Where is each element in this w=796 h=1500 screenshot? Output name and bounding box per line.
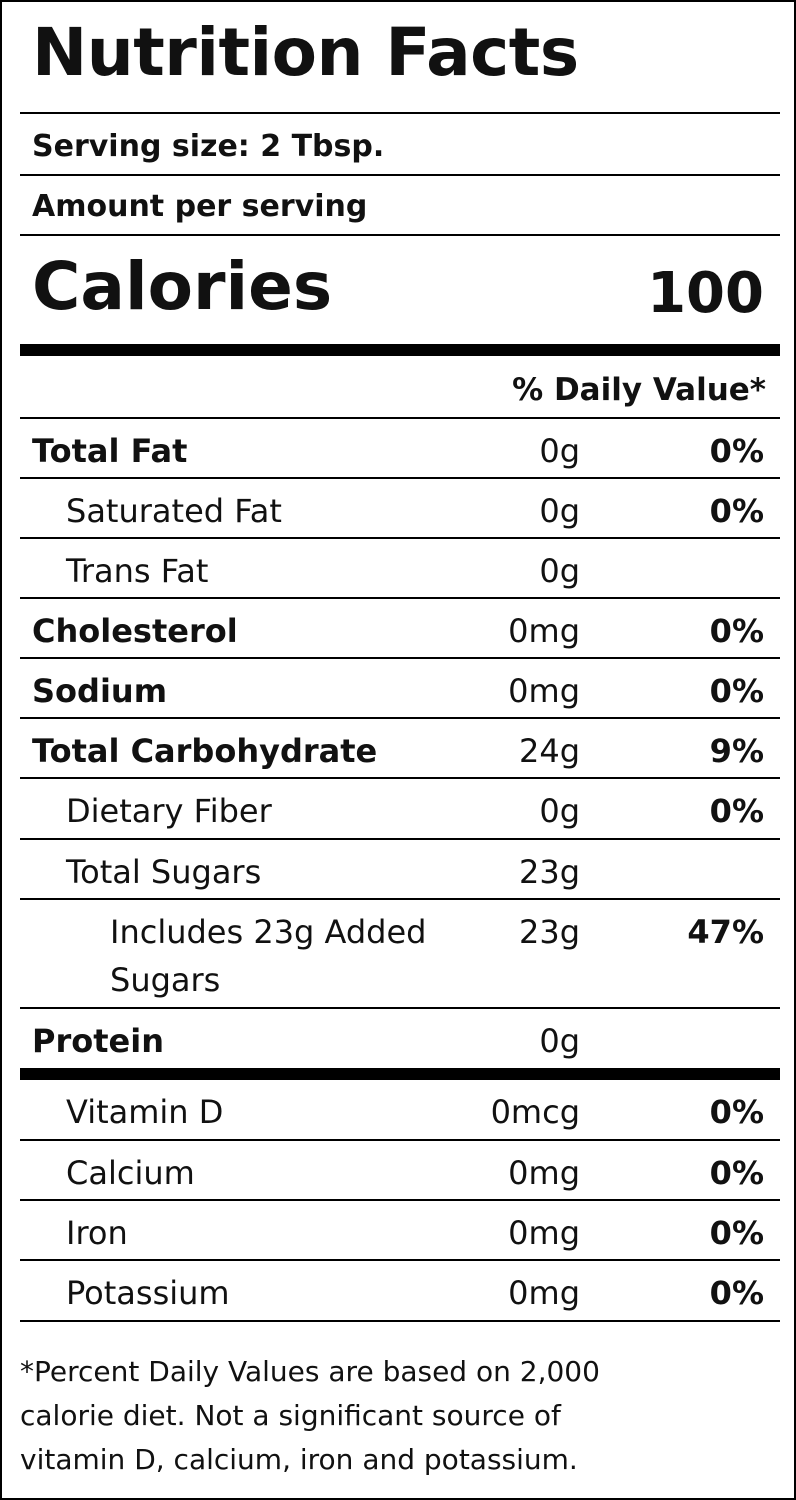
vitamin-daily-value: 0%: [709, 1093, 764, 1131]
divider: [20, 112, 780, 114]
nutrient-name: Dietary Fiber: [66, 792, 272, 830]
divider: [20, 657, 780, 659]
divider: [20, 838, 780, 840]
amount-per-serving: Amount per serving: [32, 189, 368, 224]
divider: [20, 1320, 780, 1322]
serving-size: Serving size: 2 Tbsp.: [32, 129, 385, 164]
vitamin-name: Calcium: [66, 1154, 195, 1192]
nutrient-amount: 24g: [518, 732, 580, 770]
divider: [20, 898, 780, 900]
nutrient-name: Cholesterol: [32, 612, 238, 650]
nutrient-daily-value: 9%: [709, 732, 764, 770]
nutrient-amount: 0g: [539, 492, 580, 530]
vitamin-amount: 0mg: [508, 1214, 580, 1252]
nutrient-amount: 0g: [539, 792, 580, 830]
nutrient-name: Total Sugars: [66, 853, 262, 891]
nutrient-amount: 0g: [539, 432, 580, 470]
nutrient-name: Protein: [32, 1022, 164, 1060]
calories-label: Calories: [32, 248, 333, 325]
nutrient-amount: 0g: [539, 552, 580, 590]
nutrient-name-line2: Sugars: [110, 961, 221, 999]
vitamin-name: Iron: [66, 1214, 128, 1252]
daily-value-header: % Daily Value*: [512, 372, 766, 408]
divider: [20, 537, 780, 539]
divider: [20, 717, 780, 719]
divider: [20, 1259, 780, 1261]
vitamin-daily-value: 0%: [709, 1214, 764, 1252]
vitamin-daily-value: 0%: [709, 1274, 764, 1312]
thick-divider: [20, 344, 780, 356]
nutrient-amount: 23g: [518, 913, 580, 951]
divider: [20, 417, 780, 419]
footnote-line: vitamin D, calcium, iron and potassium.: [20, 1443, 578, 1476]
calories-value: 100: [647, 261, 764, 326]
nutrient-name: Total Fat: [32, 432, 188, 470]
divider: [20, 477, 780, 479]
nutrient-name-line1: Includes 23g Added: [110, 913, 427, 951]
footnote: *Percent Daily Values are based on 2,000…: [20, 1350, 640, 1482]
nutrient-name: Total Carbohydrate: [32, 732, 378, 770]
divider: [20, 777, 780, 779]
nutrient-amount: 23g: [518, 853, 580, 891]
nutrient-daily-value: 0%: [709, 672, 764, 710]
vitamin-daily-value: 0%: [709, 1154, 764, 1192]
nutrient-name: Sodium: [32, 672, 168, 710]
vitamin-name: Potassium: [66, 1274, 230, 1312]
nutrient-daily-value: 0%: [709, 792, 764, 830]
footnote-line: *Percent Daily Values are based on 2,000: [20, 1355, 600, 1388]
divider: [20, 174, 780, 176]
nutrient-daily-value: 0%: [709, 492, 764, 530]
nutrient-daily-value: 0%: [709, 432, 764, 470]
nutrient-name: Trans Fat: [66, 552, 209, 590]
divider: [20, 234, 780, 236]
vitamin-amount: 0mg: [508, 1154, 580, 1192]
nutrient-daily-value: 0%: [709, 612, 764, 650]
footnote-line: calorie diet. Not a significant source o…: [20, 1399, 561, 1432]
vitamin-amount: 0mcg: [490, 1093, 580, 1131]
nutrient-name: Saturated Fat: [66, 492, 282, 530]
label-title: Nutrition Facts: [32, 14, 579, 91]
vitamin-amount: 0mg: [508, 1274, 580, 1312]
nutrient-amount: 0mg: [508, 612, 580, 650]
divider: [20, 1199, 780, 1201]
thick-divider: [20, 1068, 780, 1080]
divider: [20, 1007, 780, 1009]
divider: [20, 597, 780, 599]
divider: [20, 1139, 780, 1141]
nutrient-daily-value: 47%: [687, 913, 764, 951]
nutrient-amount: 0mg: [508, 672, 580, 710]
nutrient-amount: 0g: [539, 1022, 580, 1060]
vitamin-name: Vitamin D: [66, 1093, 224, 1131]
